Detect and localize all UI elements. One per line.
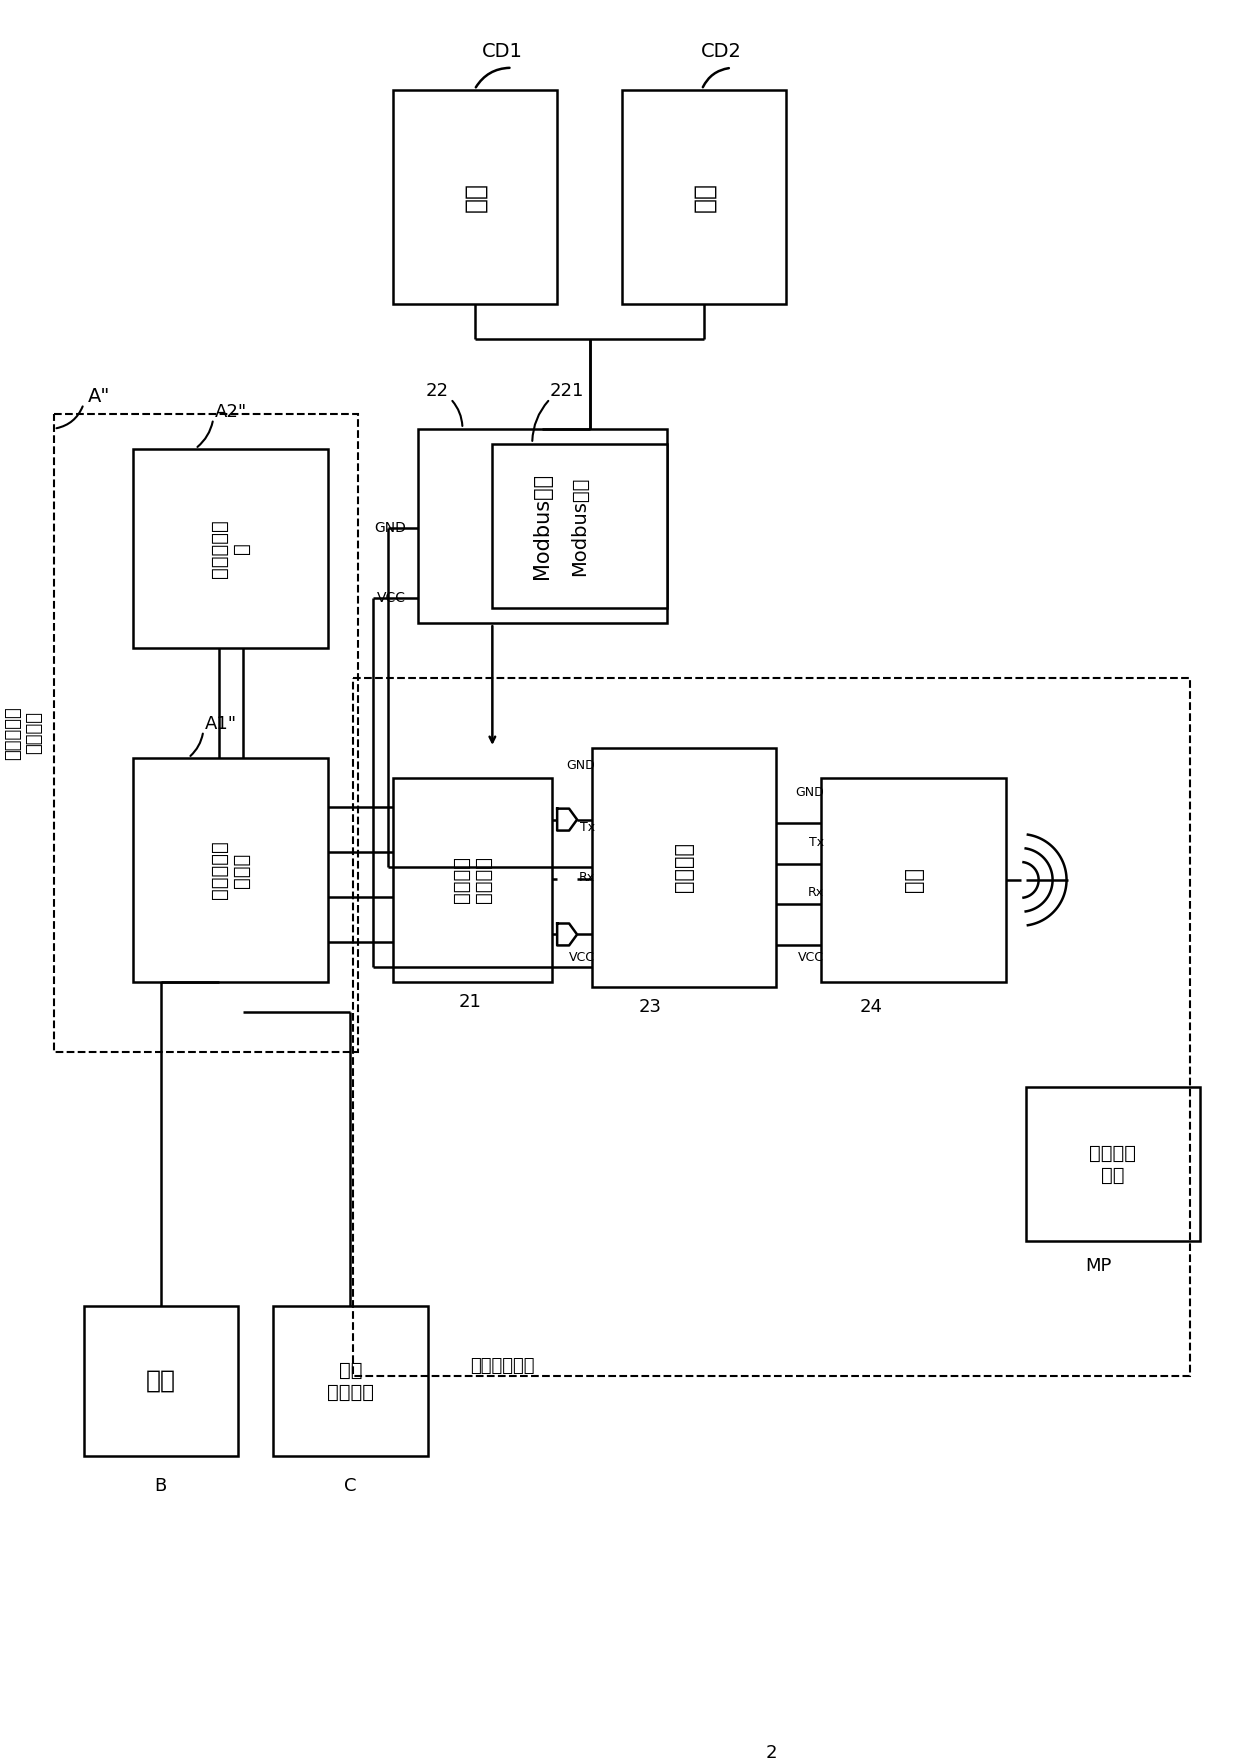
Text: Modbus界面: Modbus界面 xyxy=(570,476,589,577)
Bar xyxy=(821,777,1006,982)
Text: 24: 24 xyxy=(859,998,883,1015)
Text: C: C xyxy=(343,1477,356,1495)
Text: 2: 2 xyxy=(766,1744,777,1761)
Text: CD2: CD2 xyxy=(701,42,742,62)
Bar xyxy=(134,450,327,649)
Text: 发光二极管
驱动器: 发光二极管 驱动器 xyxy=(211,841,252,899)
Bar xyxy=(353,679,1190,1375)
Bar xyxy=(418,428,667,622)
Text: 无线控制
装置: 无线控制 装置 xyxy=(1090,1144,1136,1185)
Text: 发光二极管
照明装置: 发光二极管 照明装置 xyxy=(5,705,43,760)
Text: 21: 21 xyxy=(459,993,482,1010)
Text: VCC: VCC xyxy=(569,950,595,964)
Text: 电源: 电源 xyxy=(146,1368,176,1393)
Text: A2": A2" xyxy=(215,402,247,421)
Bar xyxy=(273,1306,428,1456)
Bar xyxy=(492,444,667,608)
Text: VCC: VCC xyxy=(377,591,405,605)
Text: 221: 221 xyxy=(549,383,584,400)
Text: GND: GND xyxy=(373,522,405,536)
Bar xyxy=(83,1306,238,1456)
Text: 微控制器: 微控制器 xyxy=(675,843,694,892)
Text: GND: GND xyxy=(567,760,595,772)
Text: Rx: Rx xyxy=(579,871,595,883)
Text: 通用串行
总线接口: 通用串行 总线接口 xyxy=(451,857,494,903)
Text: 23: 23 xyxy=(639,998,661,1015)
Text: GND: GND xyxy=(796,786,825,799)
Text: 天线: 天线 xyxy=(904,867,924,892)
Bar xyxy=(1025,1086,1200,1241)
Text: CD1: CD1 xyxy=(482,42,523,62)
Text: A1": A1" xyxy=(205,714,237,733)
Text: 22: 22 xyxy=(427,383,449,400)
Text: Tx: Tx xyxy=(580,822,595,834)
Bar xyxy=(622,90,786,303)
Text: 发光二极管
灯: 发光二极管 灯 xyxy=(211,518,252,578)
Text: Rx: Rx xyxy=(808,885,825,899)
Bar xyxy=(53,414,358,1053)
Text: Modbus模块: Modbus模块 xyxy=(532,472,552,578)
Bar xyxy=(393,90,557,303)
Text: 信号转换装置: 信号转换装置 xyxy=(470,1358,534,1375)
Text: 电扇: 电扇 xyxy=(463,182,487,212)
Bar xyxy=(134,758,327,982)
Text: 空调: 空调 xyxy=(692,182,717,212)
Text: Tx: Tx xyxy=(810,836,825,850)
Bar xyxy=(393,777,552,982)
Text: A": A" xyxy=(87,388,110,405)
Bar xyxy=(591,748,776,987)
Text: 照明
控制系统: 照明 控制系统 xyxy=(327,1361,373,1402)
Text: MP: MP xyxy=(1085,1257,1111,1275)
Text: B: B xyxy=(154,1477,166,1495)
Text: VCC: VCC xyxy=(799,950,825,964)
